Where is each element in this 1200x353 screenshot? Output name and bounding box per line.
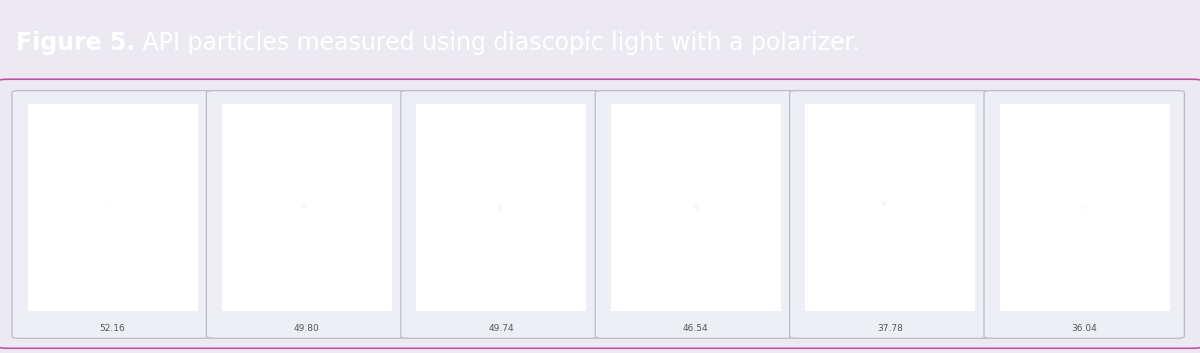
FancyBboxPatch shape — [984, 91, 1184, 338]
Text: API particles measured using diascopic light with a polarizer.: API particles measured using diascopic l… — [134, 30, 859, 54]
Text: 49.80: 49.80 — [294, 324, 319, 333]
Text: 49.74: 49.74 — [488, 324, 514, 333]
FancyBboxPatch shape — [790, 91, 990, 338]
FancyBboxPatch shape — [206, 91, 407, 338]
FancyBboxPatch shape — [401, 91, 601, 338]
Text: Figure 5.: Figure 5. — [16, 30, 134, 54]
FancyBboxPatch shape — [0, 79, 1200, 348]
FancyBboxPatch shape — [12, 91, 212, 338]
Text: 46.54: 46.54 — [683, 324, 708, 333]
Text: 52.16: 52.16 — [100, 324, 125, 333]
FancyBboxPatch shape — [595, 91, 796, 338]
Text: 37.78: 37.78 — [877, 324, 902, 333]
Text: 36.04: 36.04 — [1072, 324, 1097, 333]
